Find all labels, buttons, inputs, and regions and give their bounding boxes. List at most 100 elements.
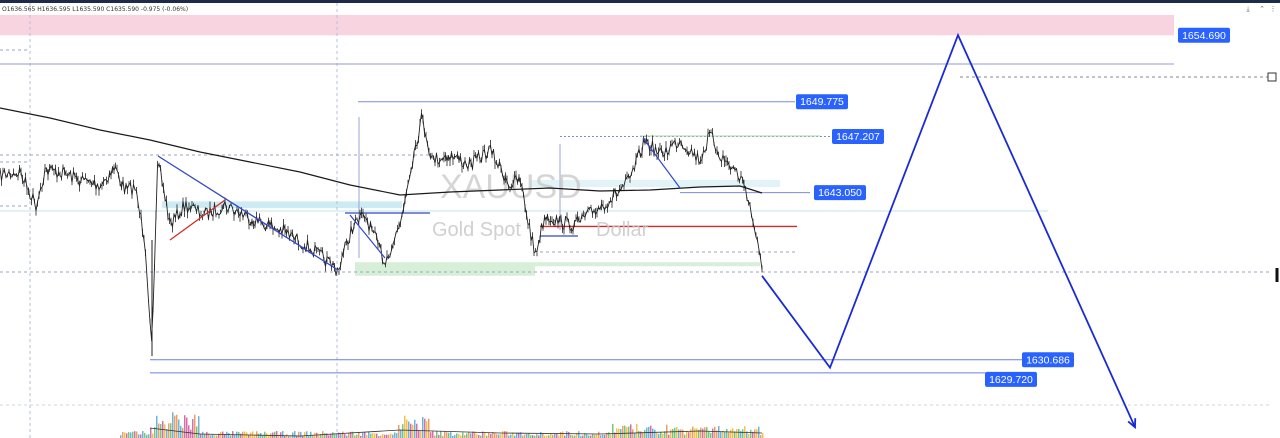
volume-bar [578,431,580,438]
volume-bar [632,429,634,438]
volume-bar [762,432,764,438]
volume-bar [168,423,170,438]
volume-bar [362,432,364,438]
volume-bar [126,433,128,438]
volume-bar [490,433,492,438]
volume-bar [558,435,560,438]
volume-bar [408,421,410,438]
volume-bar [468,431,470,438]
volume-bar [718,426,720,438]
volume-bar [254,435,256,438]
volume-bar [194,414,196,438]
volume-bar [200,433,202,438]
volume-bar [438,434,440,438]
volume-bar [230,435,232,438]
volume-bar [384,434,386,438]
volume-bar [434,435,436,438]
volume-bar [312,435,314,438]
scroll-down-icon[interactable]: ⤓ [1246,6,1250,13]
volume-bar [148,434,150,438]
collapse-icon[interactable]: ⌃ [1259,6,1265,13]
volume-bar [432,431,434,438]
volume-bar [728,432,730,438]
price-scale-marker-icon [1267,72,1277,82]
volume-bar [208,433,210,438]
volume-bar [152,433,154,438]
volume-bar [282,431,284,438]
volume-bar [158,423,160,438]
volume-bar [186,417,188,438]
volume-bar [734,431,736,438]
volume-bar [534,435,536,438]
volume-bar [572,435,574,438]
menu-dots-icon[interactable]: ⋮ [1269,6,1277,13]
volume-bar [364,432,366,438]
volume-bar [568,431,570,438]
volume-bar [528,433,530,438]
volume-bar [330,434,332,438]
volume-bar [144,432,146,438]
volume-bar [638,430,640,438]
volume-bar [522,435,524,438]
volume-bar [504,431,506,438]
volume-bar [450,432,452,438]
volume-bar [480,435,482,438]
volume-bar [140,434,142,438]
volume-bar [758,426,760,438]
volume-bar [386,434,388,438]
volume-bar [732,428,734,438]
volume-bar [560,432,562,438]
volume-bar [660,432,662,438]
volume-bar [674,427,676,438]
volume-bar [570,434,572,438]
volume-bar [742,429,744,438]
volume-bar [530,435,532,438]
volume-bar [174,415,176,438]
price-label-text: 1643.050 [818,187,862,199]
price-label-1649.775 [796,94,848,110]
volume-bar [670,429,672,438]
volume-bar [598,431,600,438]
price-label-text: 1654.690 [1182,30,1226,42]
volume-bar [562,431,564,438]
volume-bar [188,425,190,438]
volume-bar [150,428,152,438]
volume-bar [406,419,408,438]
trendline-descending [157,155,339,271]
volume-bar [586,434,588,438]
price-label-1654.690 [1178,27,1230,43]
volume-bar [184,415,186,438]
volume-bar [500,434,502,438]
volume-bar [654,429,656,438]
volume-bar [692,426,694,438]
volume-bar [344,434,346,438]
volume-bar [196,426,198,438]
volume-bar [292,432,294,438]
volume-bar [498,434,500,438]
volume-bar [600,435,602,438]
volume-bar [760,434,762,438]
price-line [0,113,763,340]
volume-bar [698,429,700,438]
volume-bar [446,432,448,438]
volume-bar [348,432,350,438]
volume-bar [368,431,370,438]
volume-bar [676,427,678,438]
volume-bar [414,419,416,438]
volume-bar [704,427,706,438]
volume-bar [178,419,180,438]
volume-bar [740,430,742,438]
volume-bar [284,435,286,438]
volume-bar [574,435,576,438]
price-label-text: 1649.775 [800,96,844,108]
volume-bar [596,434,598,438]
volume-bar [700,427,702,438]
volume-bar [748,434,750,438]
volume-bar [722,430,724,438]
volume-bar [580,435,582,438]
volume-bar [132,431,134,438]
volume-bar [624,425,626,438]
volume-bar [514,435,516,438]
volume-bar [564,435,566,438]
